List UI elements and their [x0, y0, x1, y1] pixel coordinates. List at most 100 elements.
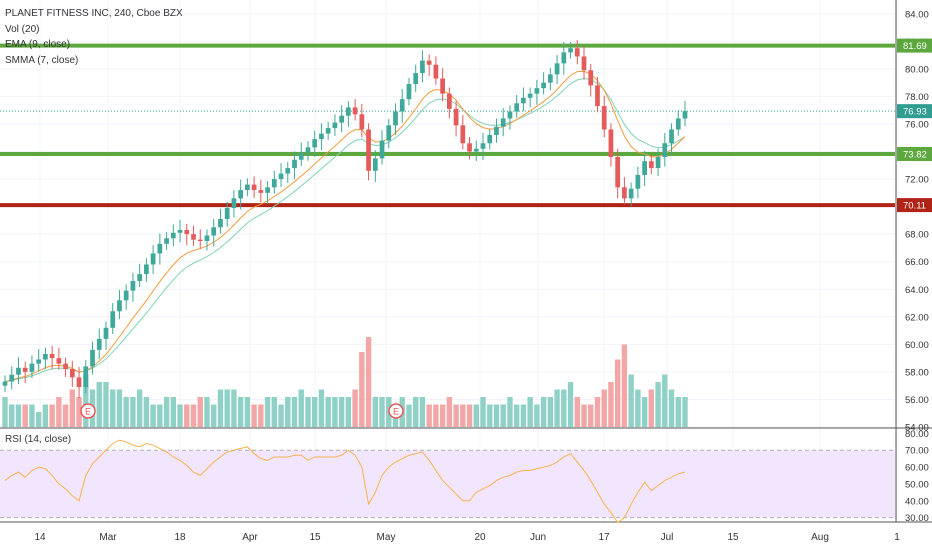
volume-bar: [668, 389, 675, 427]
volume-bar: [22, 404, 28, 427]
candle-body: [675, 118, 681, 130]
volume-bar: [332, 397, 338, 427]
candle-body: [473, 148, 479, 152]
time-tick-label: Jun: [530, 532, 546, 543]
rsi-tick-label: 80.00: [905, 429, 929, 440]
volume-bar: [116, 389, 123, 427]
rsi-band: [0, 450, 895, 518]
time-tick-label: Jul: [661, 532, 674, 543]
volume-bar: [493, 404, 500, 427]
candle-body: [312, 139, 318, 148]
volume-bar: [648, 389, 655, 427]
candle-body: [372, 158, 378, 171]
rsi-tick-label: 40.00: [905, 496, 929, 507]
candle-body: [130, 280, 136, 291]
price-tick-label: 68.00: [905, 230, 929, 241]
chart-legend: PLANET FITNESS INC, 240, Cboe BZX Vol (2…: [5, 6, 183, 68]
volume-bar: [446, 397, 453, 427]
candle-body: [298, 152, 304, 160]
volume-bar: [291, 397, 298, 427]
volume-bar: [103, 382, 109, 427]
candle-body: [170, 232, 176, 239]
volume-bar: [655, 382, 661, 427]
volume-bar: [426, 404, 432, 427]
candle-body: [521, 97, 526, 104]
candle-body: [231, 198, 237, 208]
volume-bar: [419, 397, 426, 427]
candle-body: [332, 122, 338, 129]
candle-body: [420, 60, 425, 74]
volume-bar: [365, 337, 372, 427]
price-tag-label: 81.69: [903, 41, 927, 52]
volume-bar: [621, 344, 628, 427]
candle-body: [90, 349, 95, 367]
indicator-ema-label[interactable]: EMA (9, close): [5, 39, 71, 50]
candle-body: [83, 366, 89, 388]
time-tick-label: Mar: [99, 532, 117, 543]
volume-bar: [453, 404, 459, 427]
volume-bar: [487, 404, 493, 427]
time-tick-label: 15: [727, 532, 739, 543]
candle-body: [574, 48, 580, 57]
candle-body: [218, 219, 223, 228]
candle-body: [568, 48, 573, 53]
candle-body: [460, 125, 466, 144]
earnings-marker-label: E: [85, 407, 91, 417]
candle-body: [204, 235, 210, 242]
volume-bar: [574, 397, 580, 427]
candle-body: [319, 133, 324, 140]
volume-bar: [264, 397, 271, 427]
volume-bar: [345, 397, 352, 427]
volume-bar: [285, 397, 291, 427]
price-tag-label: 73.82: [903, 149, 927, 160]
volume-bar: [359, 352, 365, 427]
candle-body: [285, 168, 291, 174]
earnings-marker: [80, 403, 96, 419]
volume-bar: [62, 404, 69, 427]
volume-bar: [217, 389, 224, 427]
candle-body: [2, 381, 8, 386]
candle-body: [9, 374, 15, 382]
candle-body: [197, 239, 203, 242]
candle-body: [561, 52, 567, 64]
candle-body: [325, 128, 331, 134]
candle-body: [265, 187, 270, 193]
price-tick-label: 62.00: [905, 312, 929, 323]
candle-body: [648, 161, 654, 169]
candle-body: [554, 63, 560, 75]
candle-body: [628, 188, 634, 199]
volume-bar: [628, 374, 634, 427]
candle-body: [164, 238, 169, 244]
rsi-line: [4, 439, 686, 524]
volume-bar: [534, 404, 540, 427]
candle-body: [622, 187, 627, 199]
time-tick-label: 17: [598, 532, 610, 543]
volume-bar: [318, 389, 325, 427]
candle-body: [601, 106, 607, 130]
candle-body: [96, 338, 102, 350]
volume-bar: [372, 397, 378, 427]
rsi-tick-label: 30.00: [905, 513, 929, 524]
volume-bar: [554, 389, 560, 427]
candle-body: [635, 174, 641, 189]
candle-body: [211, 227, 217, 236]
candle-body: [379, 140, 385, 159]
volume-bar: [35, 412, 42, 427]
volume-bar: [278, 404, 284, 427]
candle-body: [615, 157, 621, 188]
price-tick-label: 80.00: [905, 64, 929, 75]
indicator-volume-label[interactable]: Vol (20): [5, 23, 40, 35]
candle-body: [292, 159, 297, 169]
volume-bar: [29, 404, 35, 427]
rsi-label[interactable]: RSI (14, close): [5, 434, 72, 445]
candle-body: [278, 173, 284, 180]
time-tick-label: 1: [894, 532, 900, 543]
candle-body: [346, 107, 351, 116]
volume-bar: [614, 359, 621, 427]
volume-bar: [581, 404, 587, 427]
indicator-smma-label[interactable]: SMMA (7, close): [5, 54, 79, 66]
candle-body: [588, 70, 594, 86]
candle-body: [191, 234, 196, 240]
